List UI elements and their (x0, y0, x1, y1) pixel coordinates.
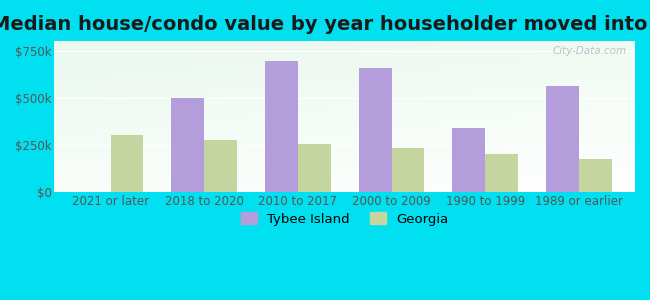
Bar (359, 68, 391, 192)
Bar (546, 86, 578, 192)
Bar (204, 140, 237, 192)
Bar (578, 159, 612, 192)
Bar (391, 148, 424, 192)
Bar (298, 144, 331, 192)
Title: Median house/condo value by year householder moved into unit: Median house/condo value by year househo… (0, 15, 650, 34)
Bar (485, 154, 518, 192)
Bar (172, 98, 204, 192)
Bar (452, 128, 485, 192)
Bar (265, 61, 298, 192)
Text: City-Data.com: City-Data.com (552, 46, 627, 56)
Bar (111, 135, 144, 192)
Legend: Tybee Island, Georgia: Tybee Island, Georgia (236, 207, 454, 231)
